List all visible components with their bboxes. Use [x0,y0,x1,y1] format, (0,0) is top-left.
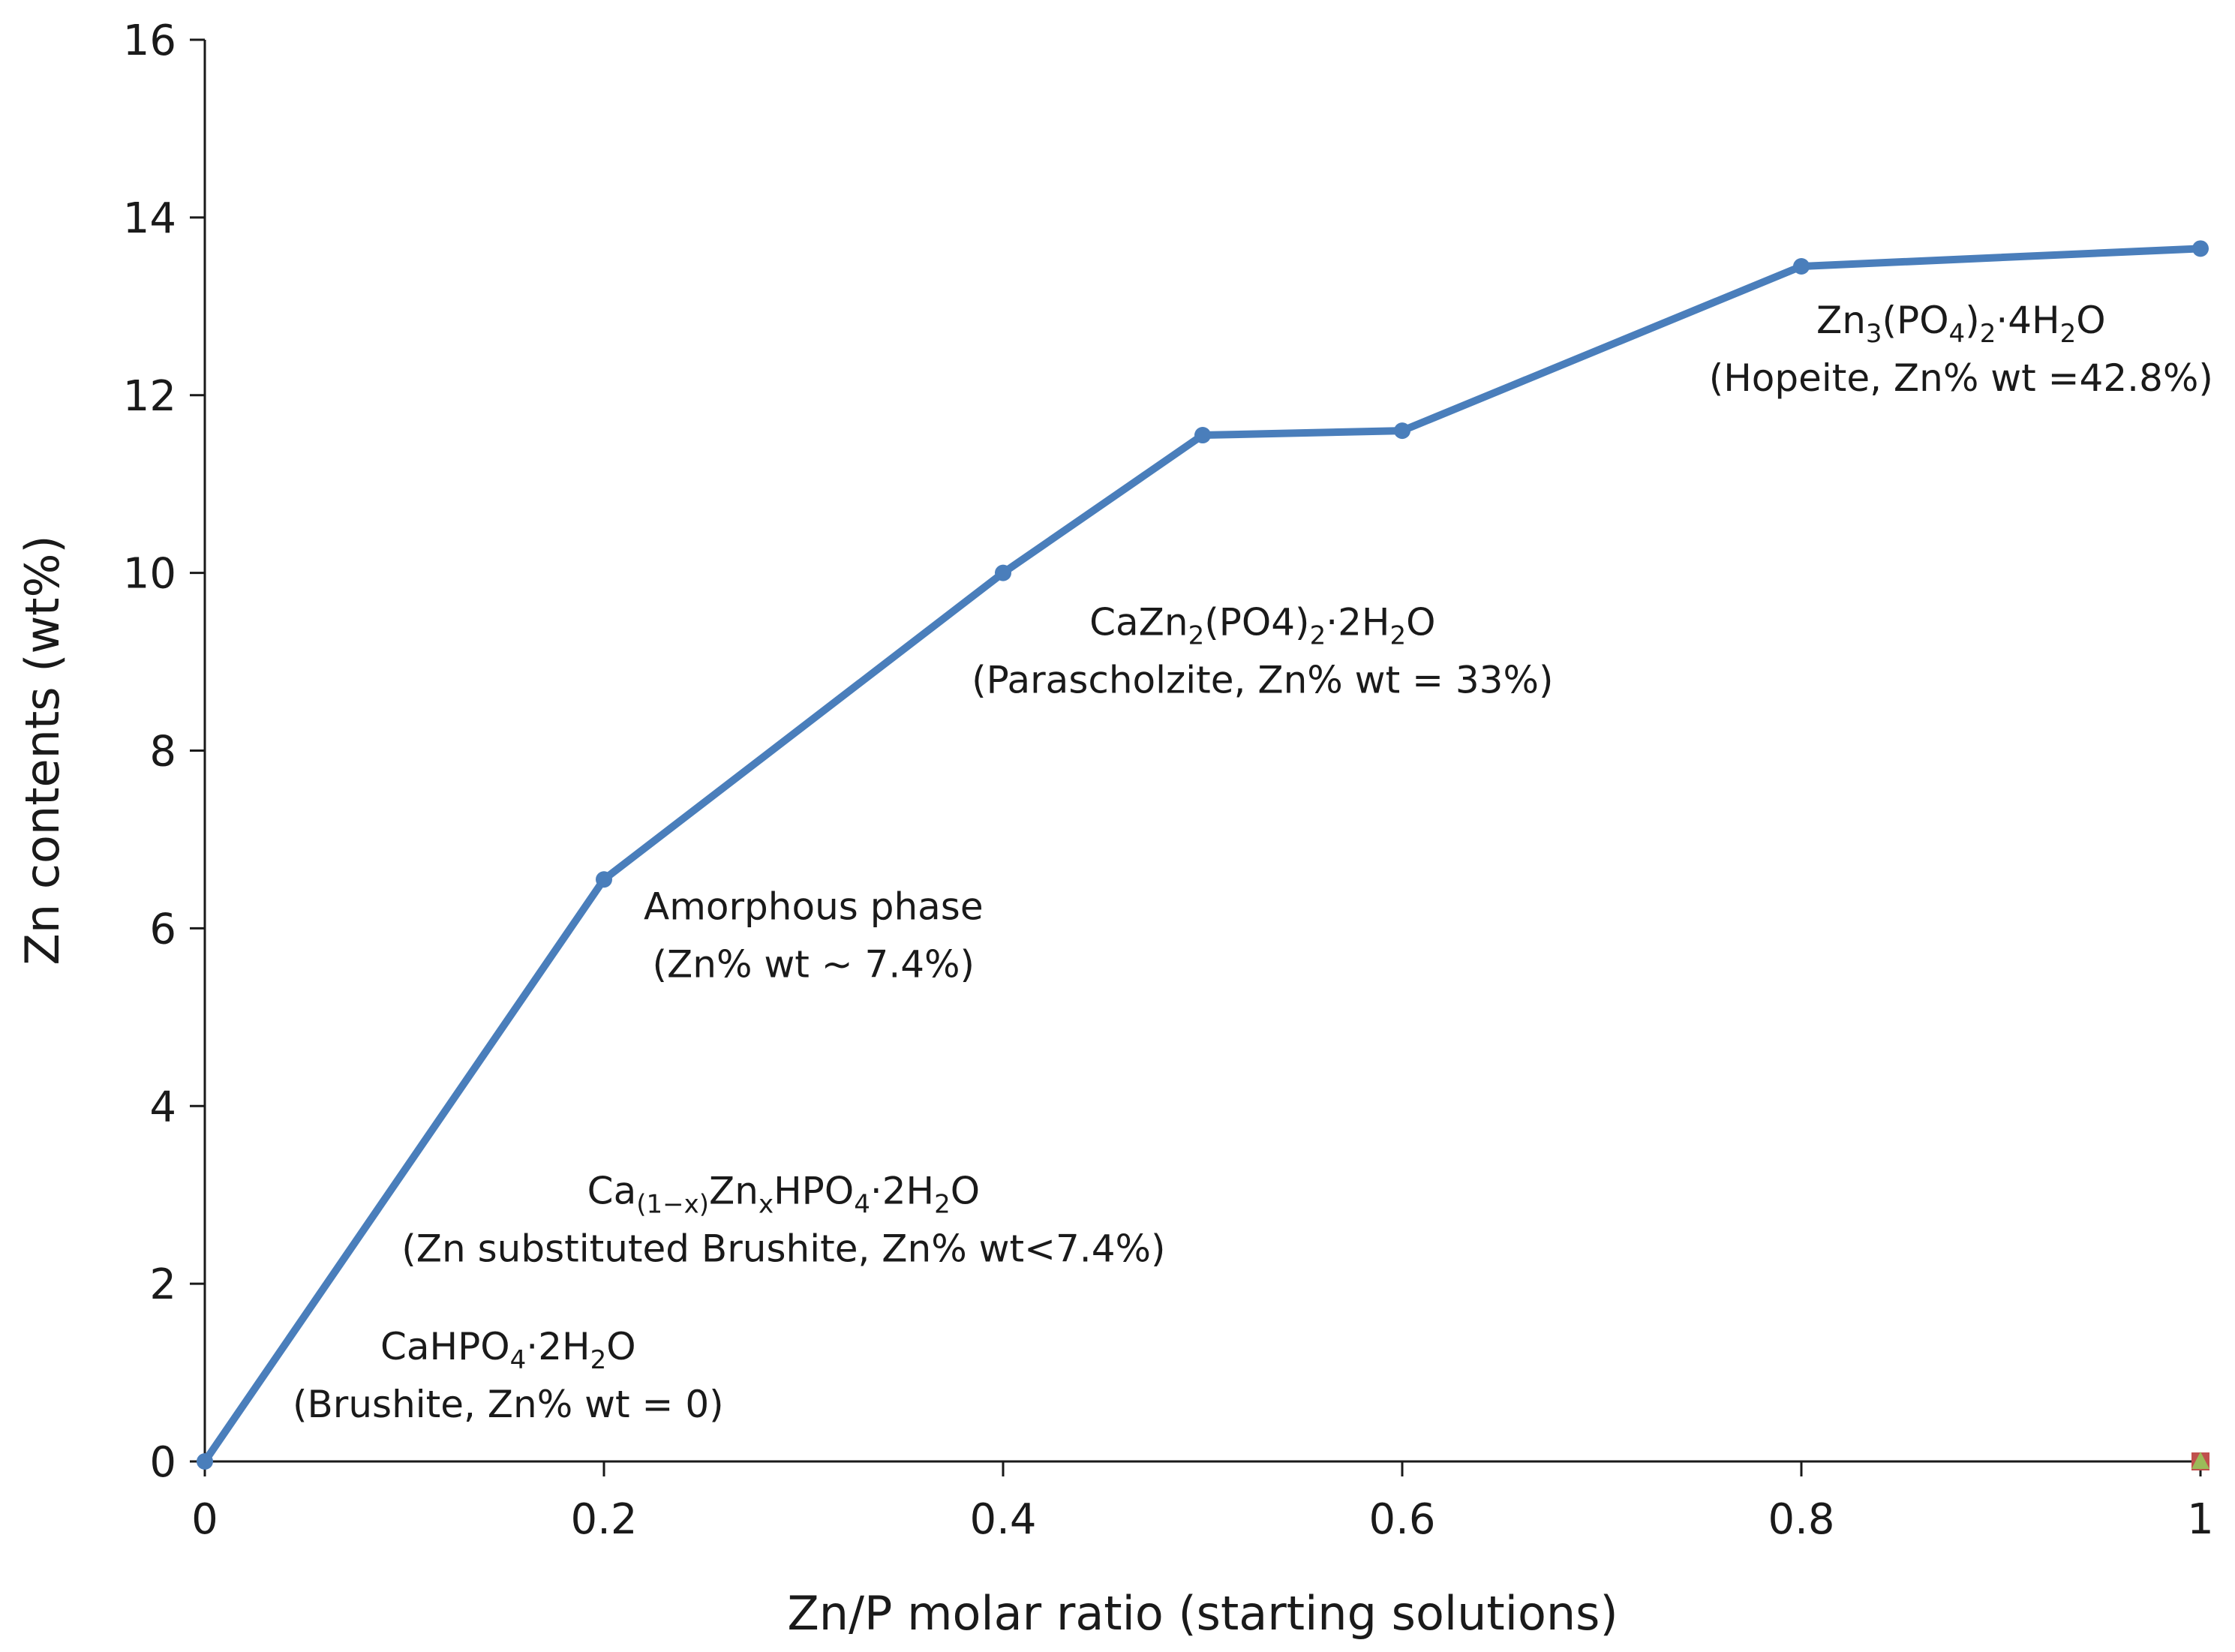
annotation-subscript: x [759,1190,774,1220]
annotation-text: (Hopeite, Zn% wt =42.8%) [1709,356,2213,400]
data-point [2192,240,2209,257]
annotation-subscript: 2 [934,1190,951,1220]
x-tick-label: 0.2 [570,1495,637,1544]
data-point [1793,258,1810,275]
annotation-text: ) [1965,299,1980,342]
annotation-text: (Brushite, Zn% wt = 0) [293,1383,724,1426]
annotation-text: ·2H [526,1325,590,1368]
annotation-text: Amorphous phase [644,885,984,929]
extra-markers [2191,1452,2209,1470]
annotation-text: O [951,1170,980,1213]
x-tick-label: 0 [191,1495,218,1544]
y-axis-title: Zn contents (wt%) [15,535,70,965]
annotation-line: (Hopeite, Zn% wt =42.8%) [1709,356,2213,400]
y-tick-label: 6 [149,905,176,954]
annotation-text: ·2H [1326,601,1389,644]
annotation-brushite: CaHPO4·2H2O (Brushite, Zn% wt = 0) [293,1325,724,1426]
annotation-text: O [606,1325,635,1368]
annotation-hopeite: Zn3(PO4)2·4H2O(Hopeite, Zn% wt =42.8%) [1709,299,2213,400]
annotation-line: (Parascholzite, Zn% wt = 33%) [972,659,1553,702]
annotation-zn-brushite: Ca(1−x)ZnxHPO4·2H2O (Zn substituted Brush… [401,1170,1165,1271]
annotation-line: Amorphous phase [644,885,984,929]
triangle-marker [2191,1452,2209,1469]
annotation-text: (Parascholzite, Zn% wt = 33%) [972,659,1553,702]
annotation-line: Zn3(PO4)2·4H2O [1816,299,2106,349]
annotation-subscript: 4 [510,1345,527,1375]
annotation-text: ·2H [870,1170,934,1213]
annotation-amorphous: Amorphous phase (Zn% wt ~ 7.4%) [644,885,984,987]
annotation-line: (Zn substituted Brushite, Zn% wt<7.4%) [401,1227,1165,1271]
annotation-text: HPO [774,1170,854,1213]
annotation-text: ·4H [1996,299,2059,342]
annotation-text: Zn [1816,299,1866,342]
annotation-subscript: 2 [2060,319,2077,349]
data-point [197,1453,213,1470]
annotation-line: (Zn% wt ~ 7.4%) [653,943,975,987]
data-point [596,871,612,888]
series-layer [197,240,2209,1470]
annotation-text: Ca [587,1170,637,1213]
y-tick-label: 8 [149,728,176,776]
y-tick-label: 2 [149,1260,176,1309]
annotation-subscript: (1−x) [636,1190,709,1220]
y-tick-label: 0 [149,1438,176,1487]
x-tick-label: 0.8 [1768,1495,1834,1544]
data-point [1394,422,1410,440]
annotation-text: (PO4) [1204,601,1309,644]
annotation-text: O [2076,299,2105,342]
annotation-subscript: 2 [1390,621,1407,651]
x-ticks: 0 0.2 0.4 0.6 0.8 1 [191,1461,2214,1544]
annotation-subscript: 2 [1188,621,1205,651]
annotation-text: CaHPO [380,1325,510,1368]
x-tick-label: 0.4 [969,1495,1036,1544]
y-tick-label: 12 [123,372,176,421]
annotation-text: O [1406,601,1435,644]
annotation-subscript: 4 [1949,319,1966,349]
annotation-parascholzite: CaZn2(PO4)2·2H2O(Parascholzite, Zn% wt =… [972,601,1553,702]
x-axis-title: Zn/P molar ratio (starting solutions) [787,1586,1618,1641]
annotation-line: Ca(1−x)ZnxHPO4·2H2O [587,1170,980,1220]
annotation-line: (Brushite, Zn% wt = 0) [293,1383,724,1426]
annotation-subscript: 2 [590,1345,607,1375]
y-ticks: 0 2 4 6 8 10 12 14 16 [123,17,205,1487]
x-tick-label: 0.6 [1368,1495,1435,1544]
data-point [995,564,1011,581]
annotation-text: Zn [709,1170,759,1213]
annotations: Zn3(PO4)2·4H2O(Hopeite, Zn% wt =42.8%)Ca… [293,299,2213,1426]
annotation-subscript: 3 [1866,319,1882,349]
annotation-text: (Zn substituted Brushite, Zn% wt<7.4%) [401,1227,1165,1271]
data-point [1194,427,1211,444]
annotation-line: CaHPO4·2H2O [380,1325,636,1375]
y-tick-label: 16 [123,17,176,65]
y-tick-label: 4 [149,1083,176,1131]
annotation-text: (PO [1882,299,1949,342]
annotation-text: (Zn% wt ~ 7.4%) [653,943,975,987]
y-tick-label: 10 [123,550,176,599]
annotation-subscript: 2 [1980,319,1996,349]
y-tick-label: 14 [123,194,176,243]
annotation-subscript: 2 [1310,621,1326,651]
x-tick-label: 1 [2187,1495,2214,1544]
annotation-text: CaZn [1089,601,1188,644]
annotation-subscript: 4 [854,1190,870,1220]
annotation-line: CaZn2(PO4)2·2H2O [1089,601,1435,651]
